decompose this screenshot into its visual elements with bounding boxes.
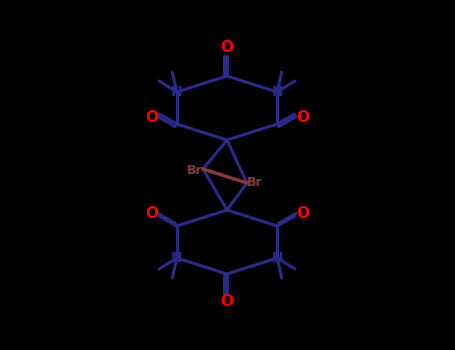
- Text: O: O: [145, 205, 158, 220]
- Text: N: N: [171, 251, 182, 265]
- Text: N: N: [171, 85, 182, 99]
- Text: Br: Br: [247, 175, 263, 189]
- Text: N: N: [272, 85, 283, 99]
- Text: O: O: [296, 110, 309, 125]
- Text: O: O: [221, 41, 233, 56]
- Text: Br: Br: [187, 163, 203, 176]
- Text: O: O: [296, 205, 309, 220]
- Text: O: O: [221, 294, 233, 309]
- Text: N: N: [272, 251, 283, 265]
- Text: O: O: [145, 110, 158, 125]
